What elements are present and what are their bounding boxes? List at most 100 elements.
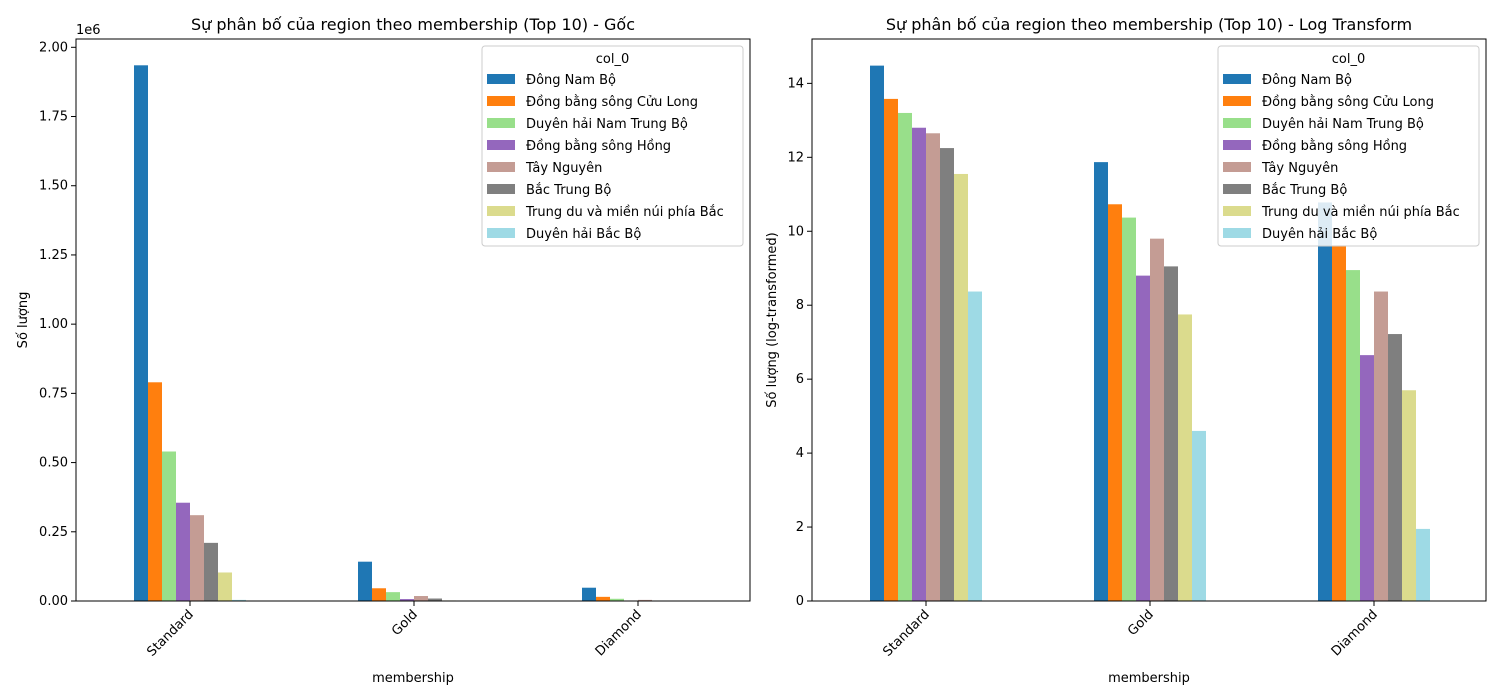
legend-entry: Duyên hải Nam Trung Bộ: [1262, 117, 1424, 132]
legend-entry: Duyên hải Nam Trung Bộ: [526, 117, 688, 132]
x-tick-label: Diamond: [1329, 607, 1381, 659]
bar: [1360, 355, 1374, 601]
legend-swatch: [487, 228, 515, 238]
bar: [204, 542, 218, 601]
bar: [1346, 270, 1360, 601]
bar: [428, 598, 442, 601]
chart-2: Sự phân bố của region theo membership (T…: [765, 15, 1487, 686]
bar: [1192, 430, 1206, 601]
y-tick-label: 14: [787, 76, 804, 91]
legend-entry: Duyên hải Bắc Bộ: [526, 227, 641, 242]
legend-swatch: [487, 184, 515, 194]
bar: [1388, 334, 1402, 601]
bar: [1416, 528, 1430, 601]
y-tick-label: 0: [796, 594, 804, 609]
bar: [1374, 291, 1388, 601]
bar: [968, 291, 982, 601]
bar: [898, 112, 912, 602]
bar: [596, 596, 610, 601]
y-tick-label: 2.00: [39, 40, 68, 55]
legend-swatch: [1223, 184, 1251, 194]
bar: [884, 98, 898, 601]
legend: col_0 Đông Nam Bộ Đồng bằng sông Cửu Long D…: [481, 45, 744, 247]
bar: [638, 599, 652, 601]
legend-box: [1217, 45, 1480, 247]
y-tick-label: 1.00: [39, 317, 68, 332]
y-axis-label: Số lượng: [16, 292, 31, 349]
legend-entry: Đông Nam Bộ: [526, 73, 616, 88]
y-tick-label: 12: [787, 150, 804, 165]
bar: [1108, 204, 1122, 601]
y-tick-label: 0.25: [39, 525, 68, 540]
bar: [148, 382, 162, 601]
bar: [414, 596, 428, 601]
chart-title: Sự phân bố của region theo membership (T…: [886, 15, 1412, 34]
legend-entry: Đồng bằng sông Hồng: [526, 139, 671, 154]
bar: [1402, 390, 1416, 601]
x-tick-label: Standard: [144, 607, 196, 659]
bar: [1150, 238, 1164, 601]
bar: [1164, 266, 1178, 601]
bar: [1178, 314, 1192, 601]
bar: [610, 598, 624, 601]
legend-swatch: [487, 74, 515, 84]
legend-entry: Đông Nam Bộ: [1262, 73, 1352, 88]
plot-frame: [811, 38, 1487, 602]
x-axis-label: membership: [1108, 671, 1190, 686]
y-tick-label: 6: [796, 372, 804, 387]
legend-entry: Trung du và miền núi phía Bắc: [525, 205, 724, 220]
x-axis-label: membership: [372, 671, 454, 686]
legend: col_0 Đông Nam Bộ Đồng bằng sông Cửu Long D…: [1217, 45, 1480, 247]
y-tick-label: 0.00: [39, 594, 68, 609]
x-tick-label: Gold: [389, 607, 421, 639]
bar: [940, 148, 954, 601]
legend-swatch: [1223, 140, 1251, 150]
legend-title: col_0: [1332, 52, 1365, 67]
bar: [1094, 162, 1108, 601]
bar: [954, 173, 968, 601]
bar: [162, 451, 176, 601]
bar: [218, 572, 232, 601]
bar: [582, 587, 596, 601]
chart-1: Sự phân bố của region theo membership (T…: [16, 15, 751, 686]
plot-frame: [75, 38, 751, 602]
legend-swatch: [487, 206, 515, 216]
y-tick-label: 1.75: [39, 110, 68, 125]
bar: [926, 133, 940, 601]
bar: [190, 515, 204, 601]
legend-entry: Đồng bằng sông Cửu Long: [1262, 95, 1434, 110]
y-tick-label: 8: [796, 298, 804, 313]
axis-offset-label: 1e6: [76, 23, 101, 38]
bar: [386, 592, 400, 601]
bar: [870, 65, 884, 602]
legend-entry: Tây Nguyên: [525, 161, 602, 176]
legend-swatch: [1223, 228, 1251, 238]
x-tick-label: Standard: [880, 607, 932, 659]
legend-swatch: [487, 162, 515, 172]
y-tick-label: 1.50: [39, 179, 68, 194]
legend-box: [481, 45, 744, 247]
x-tick-label: Diamond: [593, 607, 645, 659]
bar: [134, 65, 148, 602]
y-axis-label: Số lượng (log-transformed): [765, 232, 780, 407]
bar: [1122, 217, 1136, 602]
x-tick-label: Gold: [1125, 607, 1157, 639]
legend-swatch: [487, 118, 515, 128]
legend-swatch: [1223, 96, 1251, 106]
bar: [358, 561, 372, 601]
legend-entry: Tây Nguyên: [1261, 161, 1338, 176]
y-tick-label: 1.25: [39, 248, 68, 263]
y-tick-label: 0.50: [39, 456, 68, 471]
legend-title: col_0: [596, 52, 629, 67]
bar: [1136, 275, 1150, 601]
legend-swatch: [1223, 206, 1251, 216]
y-tick-label: 2: [796, 520, 804, 535]
bar: [1332, 245, 1346, 601]
legend-swatch: [1223, 118, 1251, 128]
legend-swatch: [487, 140, 515, 150]
bar: [176, 502, 190, 601]
y-tick-label: 4: [796, 446, 804, 461]
legend-entry: Trung du và miền núi phía Bắc: [1261, 205, 1460, 220]
legend-entry: Duyên hải Bắc Bộ: [1262, 227, 1377, 242]
